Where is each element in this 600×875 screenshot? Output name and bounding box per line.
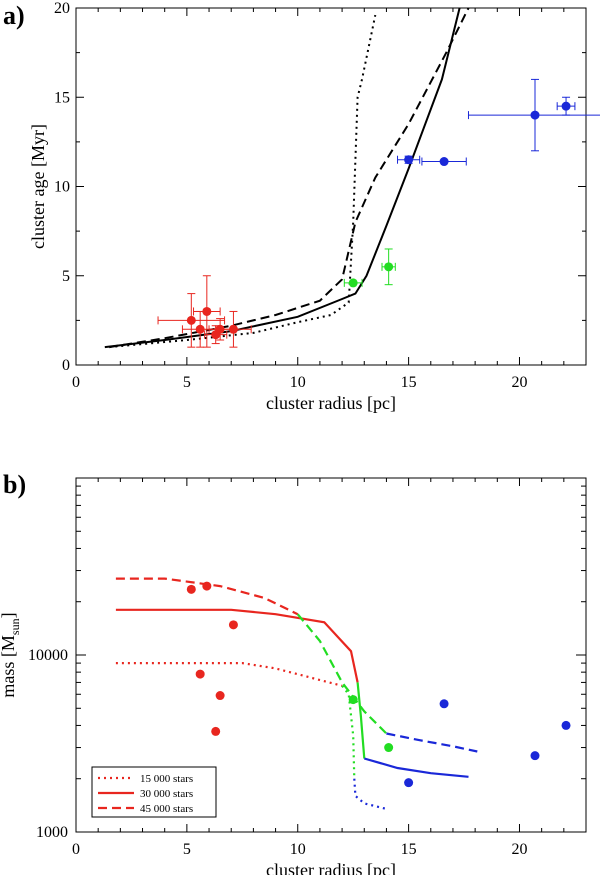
x-tick-label: 20 bbox=[511, 841, 527, 858]
panel-a-plot-frame bbox=[75, 7, 587, 366]
y-tick-label: 5 bbox=[62, 268, 70, 285]
x-tick-label: 10 bbox=[290, 374, 306, 391]
data-point bbox=[530, 751, 540, 761]
model-line-dotted bbox=[341, 685, 356, 779]
data-point bbox=[215, 691, 225, 701]
data-point bbox=[228, 620, 238, 630]
panel-a-data-points bbox=[157, 78, 600, 348]
model-line-dotted bbox=[115, 661, 343, 687]
panel-b-model-lines bbox=[115, 577, 478, 810]
panel-b-chart: 0 5 10 15 20 1000 10000 cluster radius [pc] ma… bbox=[0, 477, 587, 875]
panel-a-ticks: 0 5 10 15 20 0 5 10 15 20 bbox=[54, 0, 587, 391]
panel-a-label: a) bbox=[3, 1, 25, 30]
legend-label: 15 000 stars bbox=[140, 773, 193, 785]
model-line-dashed bbox=[109, 7, 470, 349]
model-line-solid bbox=[115, 608, 359, 683]
panel-b-label: b) bbox=[3, 470, 26, 499]
y-tick-label: 15 bbox=[54, 89, 70, 106]
model-line-solid bbox=[363, 757, 469, 778]
data-point bbox=[439, 699, 449, 709]
data-point bbox=[228, 324, 238, 334]
panel-a-chart: 0 5 10 15 20 0 5 10 15 20 cluster radius [pc] clu… bbox=[28, 0, 600, 413]
panel-b-y-axis-title-main: mass [M bbox=[0, 635, 18, 698]
data-point bbox=[561, 720, 571, 730]
panel-b-legend: 15 000 stars 30 000 stars 45 000 stars bbox=[91, 766, 217, 818]
model-line-dotted bbox=[353, 778, 387, 810]
model-line-dashed bbox=[386, 732, 478, 753]
panel-b-y-axis-title-subscript: sun bbox=[8, 618, 22, 635]
panel-a-y-axis-title: cluster age [Myr] bbox=[28, 124, 48, 249]
data-point bbox=[404, 778, 414, 788]
data-point bbox=[348, 278, 358, 288]
model-line-dashed bbox=[115, 577, 299, 616]
panel-b-y-axis-title-close: ] bbox=[0, 612, 18, 618]
panel-b-data-points bbox=[186, 581, 571, 788]
x-tick-label: 0 bbox=[72, 374, 80, 391]
data-point bbox=[384, 262, 394, 272]
x-tick-label: 5 bbox=[183, 841, 191, 858]
y-tick-label: 20 bbox=[54, 0, 70, 17]
model-line-solid bbox=[104, 7, 461, 349]
data-point bbox=[384, 743, 394, 753]
y-tick-label: 1000 bbox=[36, 824, 68, 841]
model-line-solid bbox=[356, 682, 366, 759]
model-line-dashed bbox=[296, 613, 388, 735]
y-tick-label: 0 bbox=[62, 357, 70, 374]
data-point bbox=[211, 726, 221, 736]
data-point bbox=[186, 584, 196, 594]
x-tick-label: 20 bbox=[511, 374, 527, 391]
data-point bbox=[530, 110, 540, 120]
x-tick-label: 15 bbox=[401, 374, 417, 391]
panel-b-ticks: 0 5 10 15 20 1000 10000 bbox=[28, 478, 587, 858]
data-point bbox=[202, 581, 212, 591]
data-point bbox=[186, 315, 196, 325]
x-tick-label: 15 bbox=[401, 841, 417, 858]
data-point bbox=[561, 101, 571, 111]
x-tick-label: 10 bbox=[290, 841, 306, 858]
panel-a-model-lines bbox=[104, 7, 470, 349]
y-tick-label: 10000 bbox=[28, 647, 68, 664]
data-point bbox=[195, 669, 205, 679]
data-point bbox=[404, 155, 414, 165]
legend-label: 30 000 stars bbox=[140, 788, 193, 800]
data-point bbox=[348, 695, 358, 705]
panel-a-x-axis-title: cluster radius [pc] bbox=[266, 393, 396, 413]
data-point bbox=[202, 306, 212, 316]
panel-b-y-axis-title: mass [Msun] bbox=[0, 612, 22, 697]
x-tick-label: 5 bbox=[183, 374, 191, 391]
model-line-dotted bbox=[109, 14, 377, 349]
data-point bbox=[439, 157, 449, 167]
y-tick-label: 10 bbox=[54, 179, 70, 196]
x-tick-label: 0 bbox=[72, 841, 80, 858]
panel-b-x-axis-title: cluster radius [pc] bbox=[266, 860, 396, 875]
legend-label: 45 000 stars bbox=[140, 803, 193, 815]
data-point bbox=[195, 324, 205, 334]
